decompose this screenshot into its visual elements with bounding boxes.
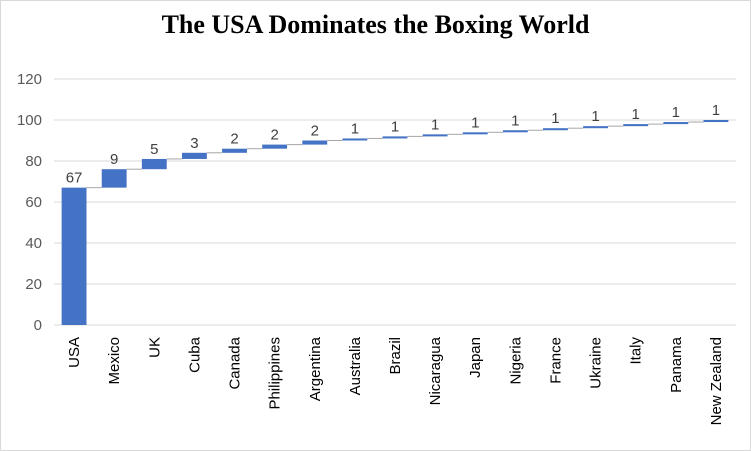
waterfall-bar [61, 187, 87, 325]
data-label: 1 [632, 106, 640, 123]
waterfall-bar [222, 148, 247, 153]
waterfall-bar [583, 126, 609, 129]
chart-title: The USA Dominates the Boxing World [161, 10, 590, 39]
waterfall-bar [663, 122, 689, 125]
category-label: Australia [347, 336, 364, 395]
category-label: New Zealand [708, 337, 725, 425]
category-label: USA [66, 337, 83, 368]
category-label: Nicaragua [427, 336, 444, 405]
category-label: Japan [467, 337, 484, 378]
data-label: 1 [672, 104, 680, 121]
data-label: 1 [351, 120, 359, 137]
data-label: 3 [190, 135, 198, 152]
waterfall-bar [302, 140, 328, 145]
data-label: 67 [66, 170, 83, 187]
category-label: Cuba [186, 336, 203, 373]
data-label: 1 [712, 102, 720, 119]
category-label: Brazil [387, 337, 404, 375]
data-label: 9 [110, 151, 118, 168]
y-tick-label: 0 [34, 317, 42, 334]
data-label: 1 [391, 118, 399, 135]
data-label: 1 [511, 112, 519, 129]
category-label: Italy [628, 337, 645, 365]
y-tick-label: 40 [25, 235, 42, 252]
waterfall-bar [101, 169, 127, 188]
waterfall-bar [422, 134, 448, 137]
waterfall-bar [623, 124, 649, 127]
y-tick-label: 60 [25, 194, 42, 211]
data-label: 1 [431, 116, 439, 133]
data-label: 2 [311, 123, 319, 140]
category-label: UK [146, 337, 163, 358]
category-label: Argentina [307, 336, 324, 401]
data-label: 1 [551, 110, 559, 127]
category-label: Philippines [267, 337, 284, 410]
waterfall-bar [141, 158, 167, 170]
waterfall-bar [462, 132, 488, 135]
y-tick-label: 80 [25, 153, 42, 170]
category-label: Nigeria [507, 336, 524, 384]
waterfall-bar [703, 120, 729, 123]
data-label: 2 [270, 127, 278, 144]
category-label: Panama [668, 336, 685, 393]
category-label: France [547, 337, 564, 384]
data-label: 5 [150, 141, 158, 158]
data-label: 1 [591, 108, 599, 125]
category-label: Ukraine [588, 337, 605, 389]
waterfall-bar [181, 152, 207, 159]
data-label: 1 [471, 114, 479, 131]
data-label: 2 [230, 131, 238, 148]
waterfall-bar [342, 138, 368, 141]
y-tick-label: 120 [17, 71, 42, 88]
waterfall-bar [382, 136, 408, 139]
y-tick-label: 100 [17, 112, 42, 129]
waterfall-bar [502, 130, 528, 133]
y-tick-label: 20 [25, 276, 42, 293]
waterfall-bar [543, 128, 568, 131]
waterfall-bar [262, 144, 288, 149]
category-label: Mexico [106, 337, 123, 385]
category-label: Canada [227, 336, 244, 389]
